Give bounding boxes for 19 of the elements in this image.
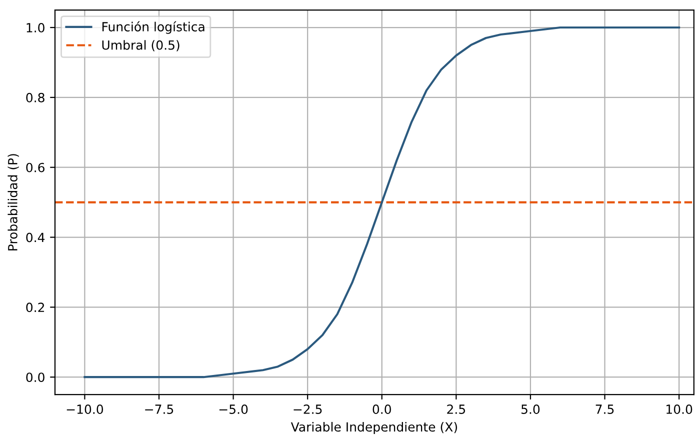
x-tick-label: 0.0: [372, 404, 391, 414]
x-tick-label: −2.5: [294, 404, 322, 414]
y-tick-label: 0.8: [26, 92, 44, 102]
x-tick-label: −7.5: [145, 404, 174, 414]
x-tick-label: 10.0: [666, 404, 692, 414]
x-axis-title: Variable Independiente (X): [290, 422, 458, 434]
x-tick-label: −5.0: [219, 404, 248, 414]
x-tick-label: −10.0: [66, 404, 104, 414]
legend-label: Función logística: [102, 21, 204, 34]
legend-label: Umbral (0.5): [102, 40, 180, 52]
y-tick-label: 0.4: [26, 232, 45, 242]
y-tick-label: 0.2: [26, 302, 44, 312]
y-tick-label: 0.0: [26, 372, 44, 382]
y-tick-label: 1.0: [26, 22, 44, 32]
x-tick-label: 7.5: [596, 404, 614, 414]
y-axis-title: Probabilidad (P): [8, 154, 19, 250]
y-tick-label: 0.6: [26, 162, 44, 172]
x-tick-label: 5.0: [521, 404, 540, 414]
x-tick-label: 2.5: [447, 404, 466, 414]
